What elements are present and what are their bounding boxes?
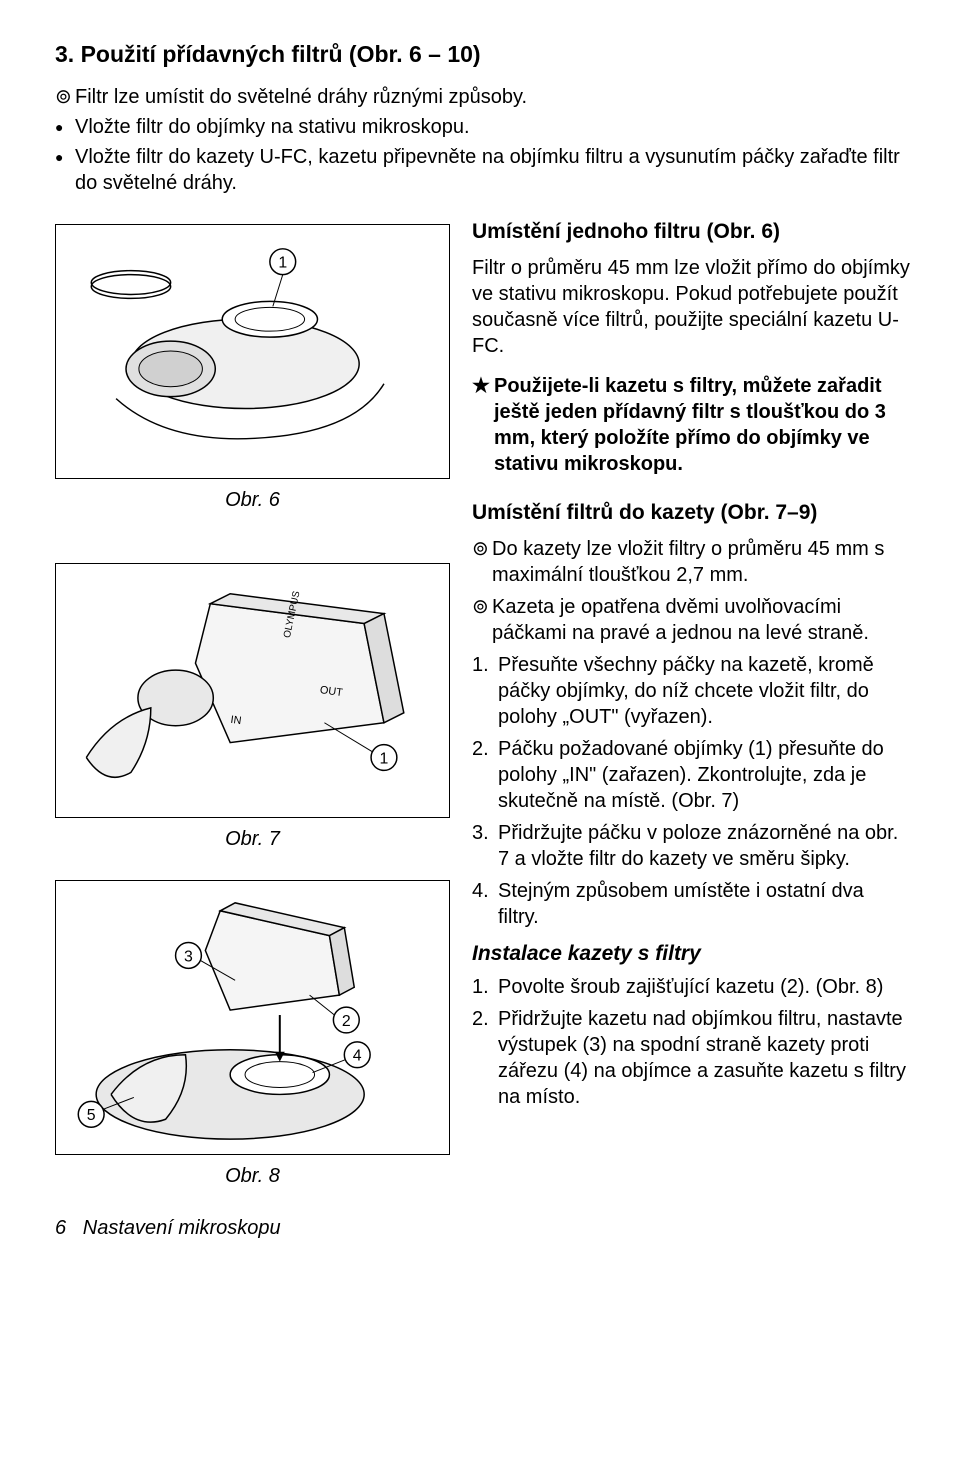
item-number: 4.: [472, 878, 498, 930]
text-column: Umístění jednoho filtru (Obr. 6) Filtr o…: [472, 218, 910, 1189]
item-number: 3.: [472, 820, 498, 872]
star-note: ★ Použijete-li kazetu s filtry, můžete z…: [472, 373, 910, 477]
star-icon: ★: [472, 373, 494, 477]
item-text: Přidržujte kazetu nad objímkou filtru, n…: [498, 1006, 910, 1110]
item-text: Přesuňte všechny páčky na kazetě, kromě …: [498, 652, 910, 730]
figure-caption: Obr. 8: [55, 1163, 450, 1189]
numbered-item: 2. Páčku požadované objímky (1) přesuňte…: [472, 736, 910, 814]
item-number: 2.: [472, 1006, 498, 1110]
item-text: Kazeta je opatřena dvěmi uvolňovacími pá…: [492, 594, 910, 646]
svg-text:3: 3: [184, 948, 193, 965]
svg-text:5: 5: [87, 1107, 96, 1124]
subsection-2: Umístění filtrů do kazety (Obr. 7–9) ⊚ D…: [472, 499, 910, 1110]
intro-text: Filtr lze umístit do světelné dráhy různ…: [75, 84, 527, 110]
intro-text: Vložte filtr do kazety U-FC, kazetu přip…: [75, 144, 910, 196]
list-item: ⊚ Do kazety lze vložit filtry o průměru …: [472, 536, 910, 588]
item-text: Do kazety lze vložit filtry o průměru 45…: [492, 536, 910, 588]
figure-caption: Obr. 6: [55, 487, 450, 513]
svg-text:1: 1: [278, 255, 287, 272]
numbered-item: 1. Povolte šroub zajišťující kazetu (2).…: [472, 974, 910, 1000]
item-text: Páčku požadované objímky (1) přesuňte do…: [498, 736, 910, 814]
intro-item: ● Vložte filtr do objímky na stativu mik…: [55, 114, 910, 140]
list-item: ⊚ Kazeta je opatřena dvěmi uvolňovacími …: [472, 594, 910, 646]
subsection-heading: Umístění jednoho filtru (Obr. 6): [472, 218, 910, 245]
intro-list: ⊚ Filtr lze umístit do světelné dráhy rů…: [55, 84, 910, 196]
subsection-heading: Umístění filtrů do kazety (Obr. 7–9): [472, 499, 910, 526]
section-heading: 3. Použití přídavných filtrů (Obr. 6 – 1…: [55, 40, 910, 70]
footer-label: Nastavení mikroskopu: [83, 1217, 281, 1239]
item-text: Stejným způsobem umístěte i ostatní dva …: [498, 878, 910, 930]
figures-column: 1 Obr. 6 OUT IN OLYMPUS 1 Obr. 7: [55, 218, 450, 1189]
page-number: 6: [55, 1217, 66, 1239]
svg-text:IN: IN: [230, 714, 242, 727]
page-footer: 6 Nastavení mikroskopu: [55, 1215, 910, 1241]
svg-text:1: 1: [380, 750, 389, 767]
numbered-item: 1. Přesuňte všechny páčky na kazetě, kro…: [472, 652, 910, 730]
bullet-icon: ●: [55, 144, 75, 196]
paragraph: Filtr o průměru 45 mm lze vložit přímo d…: [472, 255, 910, 359]
bullet-icon: ●: [55, 114, 75, 140]
item-text: Přidržujte páčku v poloze znázorněné na …: [498, 820, 910, 872]
odot-icon: ⊚: [472, 594, 492, 646]
star-text: Použijete-li kazetu s filtry, můžete zař…: [494, 373, 910, 477]
intro-item: ● Vložte filtr do kazety U-FC, kazetu př…: [55, 144, 910, 196]
item-number: 2.: [472, 736, 498, 814]
odot-icon: ⊚: [55, 84, 75, 110]
figure-8: 3 2 4 5: [55, 880, 450, 1155]
figure-caption: Obr. 7: [55, 826, 450, 852]
numbered-item: 3. Přidržujte páčku v poloze znázorněné …: [472, 820, 910, 872]
svg-text:4: 4: [353, 1048, 362, 1065]
two-column-layout: 1 Obr. 6 OUT IN OLYMPUS 1 Obr. 7: [55, 218, 910, 1189]
item-number: 1.: [472, 652, 498, 730]
figure-7: OUT IN OLYMPUS 1: [55, 563, 450, 818]
numbered-item: 2. Přidržujte kazetu nad objímkou filtru…: [472, 1006, 910, 1110]
numbered-item: 4. Stejným způsobem umístěte i ostatní d…: [472, 878, 910, 930]
subsection-heading-italic: Instalace kazety s filtry: [472, 940, 910, 967]
intro-text: Vložte filtr do objímky na stativu mikro…: [75, 114, 470, 140]
item-number: 1.: [472, 974, 498, 1000]
odot-icon: ⊚: [472, 536, 492, 588]
svg-text:2: 2: [342, 1013, 351, 1030]
figure-6: 1: [55, 224, 450, 479]
item-text: Povolte šroub zajišťující kazetu (2). (O…: [498, 974, 883, 1000]
intro-item: ⊚ Filtr lze umístit do světelné dráhy rů…: [55, 84, 910, 110]
